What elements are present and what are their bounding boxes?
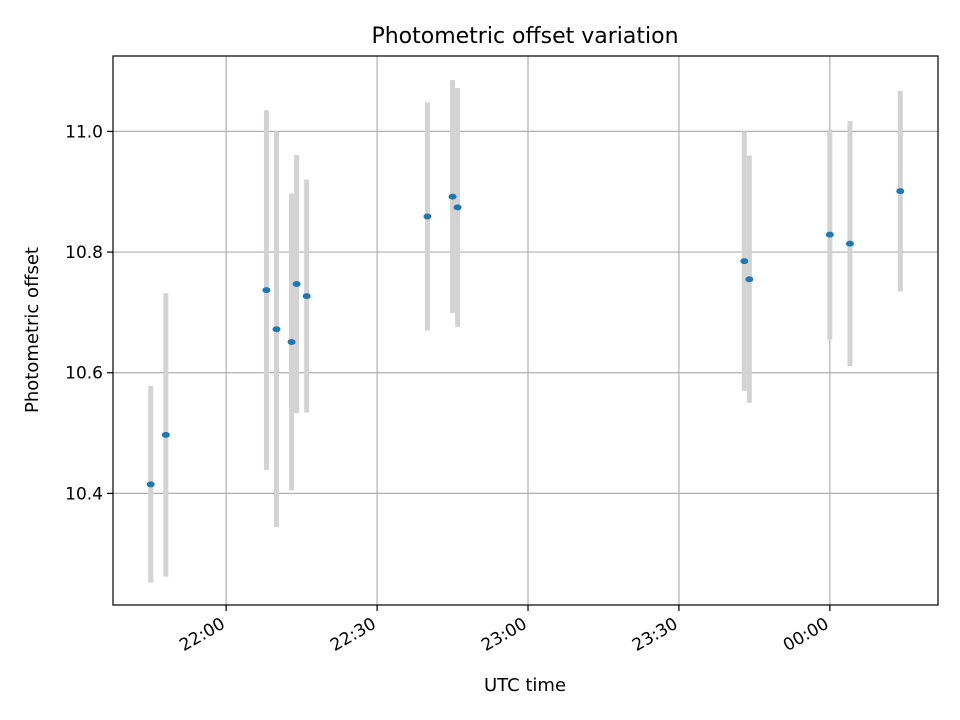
data-point	[287, 338, 296, 345]
chart-title: Photometric offset variation	[371, 24, 678, 49]
y-tick-label: 10.4	[65, 484, 103, 504]
data-point	[292, 281, 301, 288]
y-tick-label: 10.8	[65, 243, 103, 263]
data-point	[146, 481, 155, 488]
data-point	[745, 276, 754, 283]
data-point	[262, 287, 271, 294]
data-point	[453, 204, 462, 211]
data-point	[740, 258, 749, 265]
data-point	[302, 293, 311, 300]
x-axis-label: UTC time	[484, 675, 566, 696]
data-point	[161, 431, 170, 438]
data-point	[272, 326, 281, 333]
plot-frame	[112, 55, 939, 606]
y-tick-label: 11.0	[65, 122, 103, 142]
y-tick-label: 10.6	[65, 364, 103, 384]
data-points	[146, 188, 905, 488]
data-point	[423, 213, 432, 220]
y-axis-ticks: 10.4 10.6 10.8 11.0	[65, 122, 113, 504]
data-point	[845, 240, 854, 247]
data-point	[448, 193, 457, 200]
y-axis-label: Photometric offset	[22, 247, 43, 413]
data-point	[896, 188, 905, 195]
data-point	[825, 231, 834, 238]
